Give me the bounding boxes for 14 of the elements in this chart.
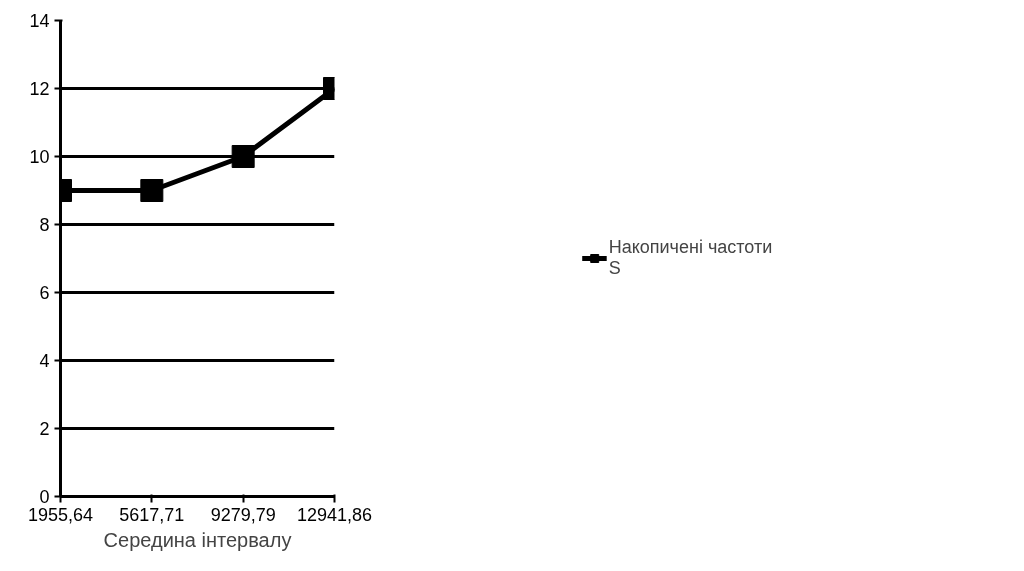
- y-tick-label: 12: [29, 79, 50, 99]
- legend-label: Накопичені частоти S: [608, 237, 773, 279]
- x-tick-label: 1955,64: [27, 504, 94, 525]
- y-tick-label: 4: [39, 351, 50, 371]
- y-tick-label: 14: [29, 11, 50, 31]
- y-tick-label: 0: [39, 487, 50, 507]
- y-tick-label: 6: [39, 283, 50, 303]
- x-tick-label: 5617,71: [119, 504, 185, 525]
- x-tick-label: 9279,79: [210, 504, 276, 525]
- y-tick-label: 10: [29, 147, 50, 167]
- x-tick-label: 12941,86: [296, 504, 373, 525]
- y-tick-label: 8: [39, 215, 50, 235]
- x-axis-title: Середина інтервалу: [103, 528, 292, 551]
- y-tick-label: 2: [39, 419, 50, 439]
